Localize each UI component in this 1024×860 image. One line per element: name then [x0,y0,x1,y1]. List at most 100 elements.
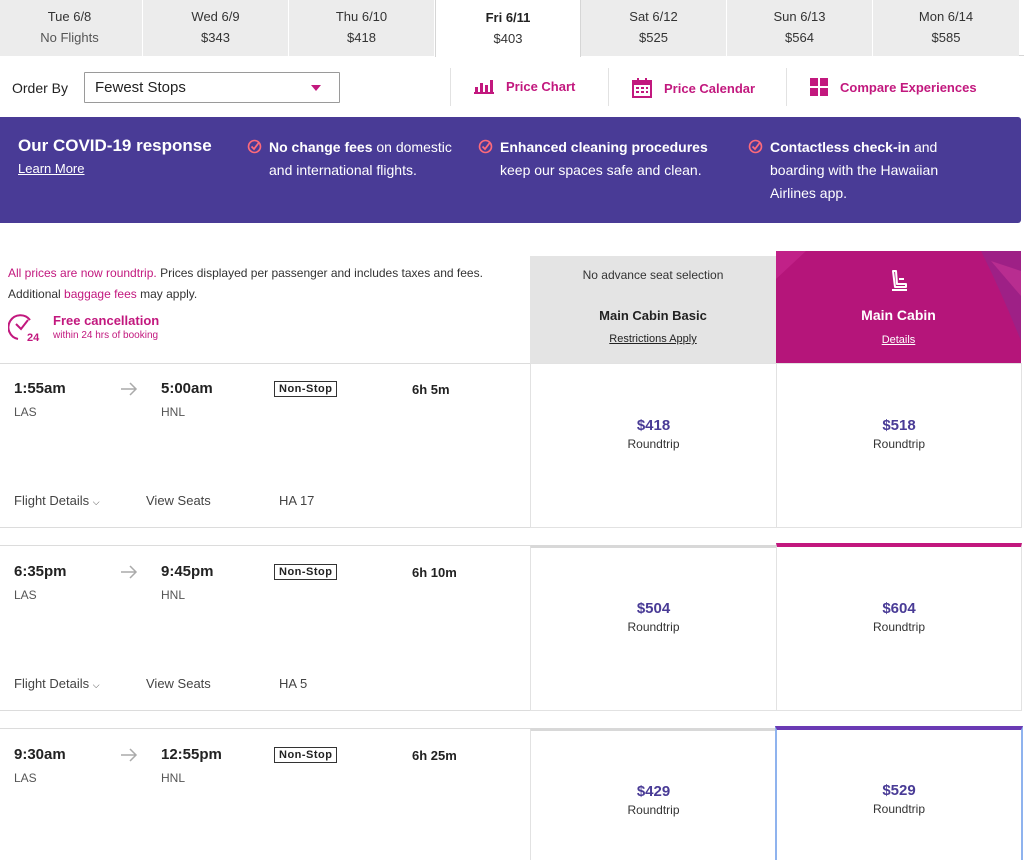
date-tab-day: Mon 6/14 [918,9,974,24]
compare-experiences-label: Compare Experiences [840,79,977,95]
date-tab-sat[interactable]: Sat 6/12 $525 [581,0,727,56]
date-tab-price: $343 [201,30,230,45]
main-cabin-basic-fare[interactable]: $418 Roundtrip [530,363,777,528]
arrow-right-icon [121,565,138,579]
roundtrip-link[interactable]: All prices are now roundtrip. [8,266,157,280]
order-by-label: Order By [12,80,69,96]
flight-details-link[interactable]: Flight Details ⌵ [14,676,100,691]
stops-badge: Non-Stop [274,747,338,763]
grid-icon [810,78,828,96]
free-cancellation: 24 Free cancellation within 24 hrs of bo… [8,311,159,343]
main-cabin-basic-fare[interactable]: $504 Roundtrip [530,545,777,711]
covid-item-contactless: Contactless check-in and boarding with t… [770,136,970,205]
flight-duration: 6h 10m [412,565,457,580]
date-tab-day: Fri 6/11 [485,9,531,25]
chevron-down-icon [311,85,321,91]
price-calendar-button[interactable]: Price Calendar [632,78,755,98]
free-cancellation-subtitle: within 24 hrs of booking [53,330,159,341]
covid-item-no-change-fees: No change fees on domestic and internati… [269,136,459,182]
arrival-time: 5:00am [161,380,213,397]
learn-more-link[interactable]: Learn More [18,161,85,176]
date-tab-wed[interactable]: Wed 6/9 $343 [143,0,289,56]
fare-price: $429 [636,783,671,800]
clock-24-number: 24 [27,332,40,343]
row-divider [0,363,530,364]
flight-details-link[interactable]: Flight Details ⌵ [14,493,100,508]
arrival-airport: HNL [161,588,186,602]
main-cabin-fare[interactable]: $604 Roundtrip [776,543,1022,711]
flight-details-label: Flight Details [14,676,90,691]
view-seats-link[interactable]: View Seats [146,493,211,508]
covid-title: Our COVID-19 response [18,136,212,155]
divider [450,68,451,106]
baggage-fees-link[interactable]: baggage fees [64,287,137,301]
main-cabin-title: Main Cabin [861,307,936,323]
price-chart-button[interactable]: Price Chart [474,78,575,94]
arrow-right-icon [121,748,138,762]
arrival-time: 12:55pm [161,746,222,763]
pricing-info-text: Prices displayed per passenger and inclu… [156,266,483,280]
date-tab-price: $585 [931,30,961,45]
baggage-text-end: may apply. [136,287,198,301]
covid-item-cleaning: Enhanced cleaning procedures keep our sp… [500,136,735,182]
row-divider [0,527,530,528]
pricing-info: All prices are now roundtrip. Prices dis… [8,263,508,305]
order-by-select[interactable]: Fewest Stops [84,72,340,103]
date-tab-price: $525 [639,30,668,45]
divider [608,68,609,106]
date-tab-sun[interactable]: Sun 6/13 $564 [727,0,873,56]
view-seats-link[interactable]: View Seats [146,676,211,691]
details-link[interactable]: Details [881,334,916,346]
stops-badge: Non-Stop [274,564,338,580]
main-cabin-basic-fare[interactable]: $429 Roundtrip [530,728,777,860]
fare-price: $418 [636,417,671,434]
fare-note: Roundtrip [627,620,680,634]
date-tab-price: $564 [785,30,814,45]
price-chart-label: Price Chart [506,78,576,94]
flight-row: 1:55am LAS 5:00am HNL Non-Stop 6h 5m Fli… [0,363,1024,528]
main-cabin-fare-selected[interactable]: $529 Roundtrip [775,726,1023,860]
covid-item-text: on domestic and international flights. [269,139,452,178]
date-tab-price: No Flights [40,30,99,45]
flight-details-label: Flight Details [14,493,90,508]
check-circle-icon [478,139,493,154]
baggage-text-start: Additional [8,287,65,301]
check-circle-icon [748,139,763,154]
covid-banner: Our COVID-19 response Learn More No chan… [0,117,1021,223]
date-tab-price: $418 [347,30,376,45]
restrictions-apply-link[interactable]: Restrictions Apply [609,333,697,345]
row-divider [0,710,530,711]
departure-airport: LAS [14,588,37,602]
arrow-right-icon [121,382,138,396]
date-tab-price: $403 [493,30,523,46]
date-tab-day: Sun 6/13 [773,9,826,24]
decorative-pattern [776,251,1021,341]
date-tab-tue[interactable]: Tue 6/8 No Flights [0,0,143,56]
flight-row: 6:35pm LAS 9:45pm HNL Non-Stop 6h 10m Fl… [0,543,1024,711]
check-circle-icon [247,139,262,154]
date-tab-day: Sat 6/12 [629,9,678,24]
order-by-value: Fewest Stops [95,79,186,96]
date-tab-fri[interactable]: Fri 6/11 $403 [435,0,581,57]
fare-note: Roundtrip [627,437,680,451]
fare-note: Roundtrip [872,620,926,634]
main-cabin-basic-title: Main Cabin Basic [599,308,707,323]
fare-price: $529 [882,782,916,799]
main-cabin-fare[interactable]: $518 Roundtrip [776,363,1022,528]
covid-item-bold: No change fees [269,139,373,155]
fare-price: $604 [882,600,916,617]
flight-number: HA 5 [279,676,308,691]
date-tab-mon[interactable]: Mon 6/14 $585 [873,0,1019,56]
date-tab-thu[interactable]: Thu 6/10 $418 [289,0,435,56]
no-seat-selection-note: No advance seat selection [582,268,724,282]
date-tab-day: Wed 6/9 [191,9,240,24]
main-cabin-header: Main Cabin Details [776,251,1021,363]
fare-note: Roundtrip [872,802,926,816]
compare-experiences-button[interactable]: Compare Experiences [810,78,977,96]
date-tabs: Tue 6/8 No Flights Wed 6/9 $343 Thu 6/10 $4… [0,0,1024,57]
covid-item-text: and boarding with the Hawaiian Airlines … [770,139,939,201]
arrival-airport: HNL [161,405,186,419]
price-calendar-label: Price Calendar [664,80,756,96]
bar-chart-icon [474,80,494,94]
covid-item-text: keep our spaces safe and clean. [500,162,702,178]
